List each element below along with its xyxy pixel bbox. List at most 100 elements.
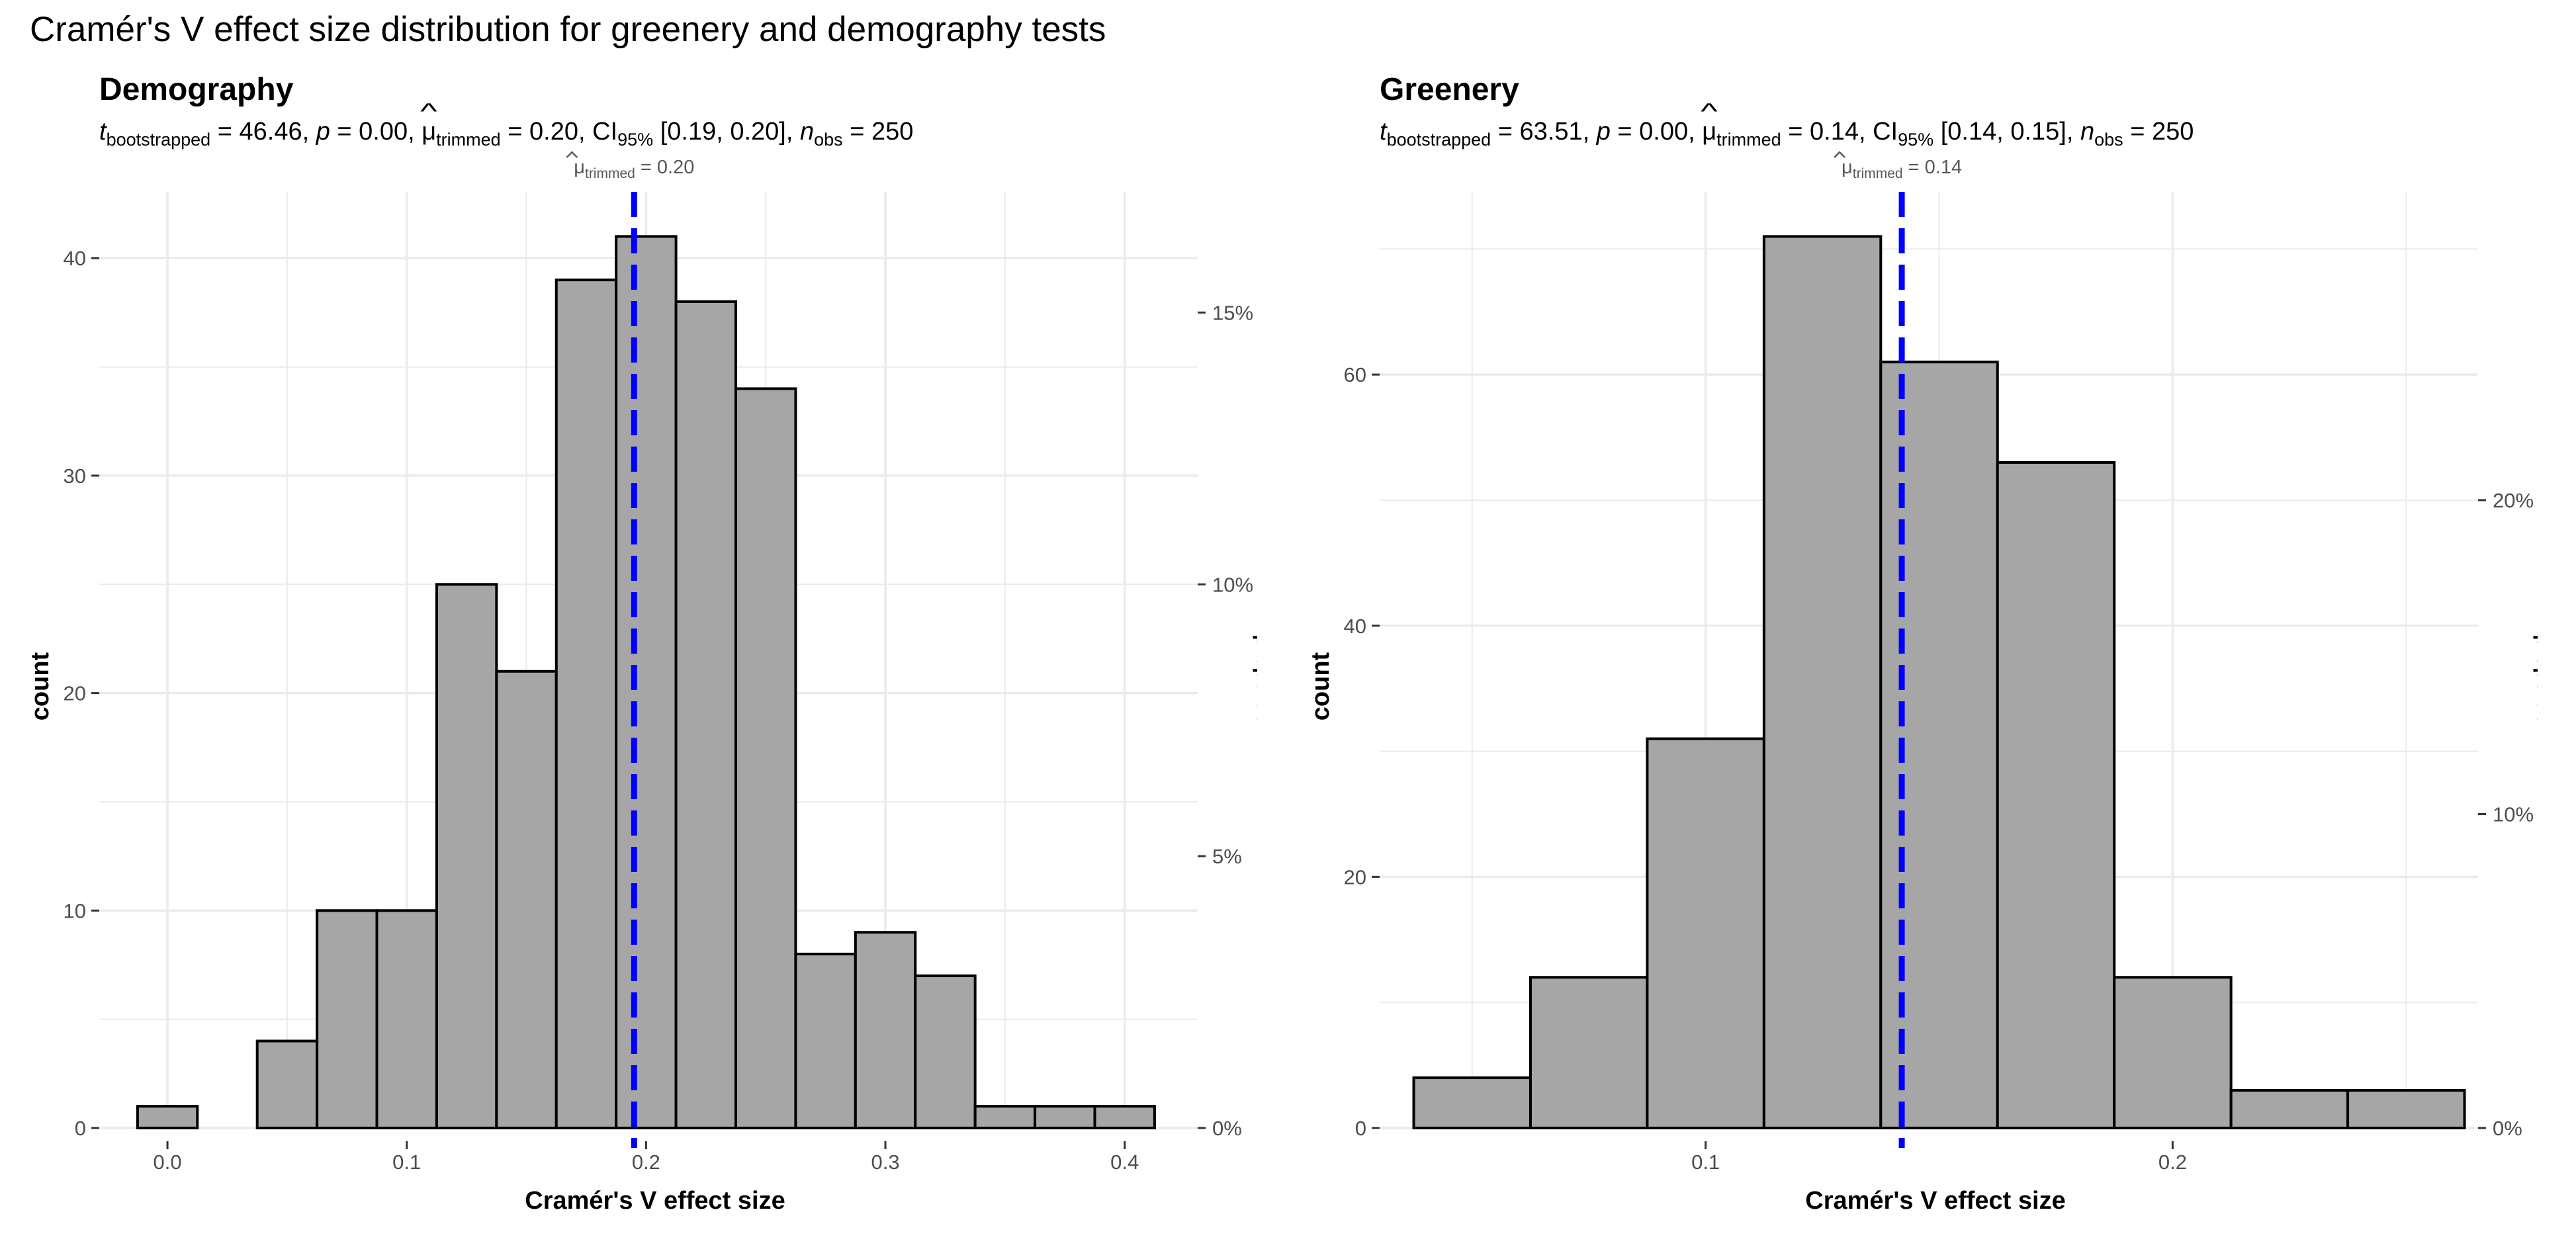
p-value: 0.00 <box>1639 118 1689 146</box>
histogram-bar <box>1879 361 1999 1130</box>
histogram-bar <box>136 1105 199 1129</box>
histogram-bar <box>1412 1076 1532 1129</box>
mu-value: 0.20 <box>529 118 578 146</box>
y-axis-title: count <box>1307 652 1335 720</box>
y-tick-label: 10 <box>64 899 86 922</box>
histogram-bar <box>1529 976 1649 1129</box>
histogram-bar <box>674 300 738 1130</box>
mu-subscript: trimmed <box>1716 130 1781 150</box>
histogram-bar <box>1996 461 2116 1129</box>
y-tick-label: 30 <box>64 464 86 488</box>
y-tick-label: 60 <box>1344 363 1366 386</box>
y-tick-label: 0 <box>75 1117 86 1140</box>
histogram-bar <box>734 387 797 1129</box>
y-tick-label: 20 <box>64 682 86 705</box>
n-subscript: obs <box>2094 130 2123 150</box>
histogram-bar <box>973 1105 1037 1129</box>
greenery-histogram: μtrimmed = 0.14 0.1 0.2 0 20 40 60 0% 10% 20% Cram… <box>1307 151 2538 1215</box>
histogram-bar <box>495 670 558 1129</box>
y-tick-label: 0 <box>1355 1117 1366 1140</box>
histogram-bar <box>316 909 378 1129</box>
t-subscript: bootstrapped <box>106 130 211 150</box>
y2-axis-ticks: 0% 10% 20% <box>2478 489 2534 1140</box>
histogram-bars <box>1412 235 2466 1130</box>
x-tick-label: 0.4 <box>1110 1150 1139 1174</box>
y2-tick-label: 0% <box>2493 1117 2522 1140</box>
y-axis-ticks: 0 20 40 60 <box>1344 363 1380 1140</box>
y2-axis-title: proportion <box>2533 634 2538 738</box>
mu-value: 0.14 <box>1810 118 1859 146</box>
histogram-bar <box>1762 235 1883 1129</box>
n-value: 250 <box>2151 118 2194 146</box>
p-label: p <box>1596 118 1611 146</box>
greenery-panel: Greenery tbootstrapped = 63.51, p = 0.00… <box>1280 60 2538 1259</box>
ci-subscript: 95% <box>1898 130 1934 150</box>
histogram-bar <box>854 931 917 1129</box>
x-tick-label: 0.2 <box>2158 1150 2187 1174</box>
histogram-bar <box>2346 1089 2466 1129</box>
mu-symbol: μ <box>1702 118 1716 146</box>
histogram-bar <box>2113 976 2233 1129</box>
t-value: 63.51 <box>1519 118 1583 146</box>
y2-tick-label: 10% <box>2493 803 2534 826</box>
y2-tick-label: 5% <box>1212 845 1242 868</box>
y-axis-ticks: 0 10 20 30 40 <box>64 247 99 1140</box>
y2-axis-title: proportion <box>1253 634 1257 738</box>
histogram-bar <box>615 235 678 1129</box>
histogram-bars <box>136 235 1156 1130</box>
t-subscript: bootstrapped <box>1386 130 1491 150</box>
histogram-bar <box>375 909 438 1129</box>
y2-tick-label: 10% <box>1212 573 1253 596</box>
n-label: n <box>2080 118 2095 146</box>
mu-subscript: trimmed <box>436 130 501 150</box>
y2-axis-ticks: 0% 5% 10% 15% <box>1198 301 1253 1140</box>
histogram-bar <box>914 974 977 1129</box>
t-label: t <box>99 118 107 146</box>
histogram-bar <box>794 953 857 1129</box>
histogram-bar <box>1093 1105 1156 1129</box>
demography-panel: Demography tbootstrapped = 46.46, p = 0.… <box>0 60 1257 1259</box>
x-axis-ticks: 0.0 0.1 0.2 0.3 0.4 <box>154 1141 1139 1174</box>
ci-value: [0.14, 0.15] <box>1940 118 2066 146</box>
y2-tick-label: 20% <box>2493 489 2534 512</box>
x-tick-label: 0.1 <box>1691 1150 1720 1174</box>
y2-tick-label: 0% <box>1212 1117 1242 1140</box>
y-tick-label: 40 <box>1344 615 1366 638</box>
histogram-bar <box>1034 1105 1096 1129</box>
hat-mark <box>566 151 578 158</box>
x-tick-label: 0.1 <box>392 1150 421 1174</box>
x-tick-label: 0.0 <box>154 1150 182 1174</box>
n-subscript: obs <box>814 130 843 150</box>
panel-title: Greenery <box>1380 72 1519 107</box>
y-tick-label: 40 <box>64 247 86 270</box>
ci-value: [0.19, 0.20] <box>660 118 786 146</box>
x-axis-title: Cramér's V effect size <box>1805 1187 2065 1215</box>
histogram-bar <box>1646 737 1765 1129</box>
n-value: 250 <box>871 118 914 146</box>
mean-annotation: μtrimmed = 0.14 <box>1842 157 1962 181</box>
x-axis-title: Cramér's V effect size <box>525 1187 785 1215</box>
y2-tick-label: 15% <box>1212 301 1253 324</box>
y-axis-title: count <box>26 652 54 720</box>
n-label: n <box>799 118 815 146</box>
ci-label: CI <box>592 118 618 146</box>
x-axis-ticks: 0.1 0.2 <box>1691 1141 2187 1174</box>
x-tick-label: 0.2 <box>632 1150 660 1174</box>
ci-label: CI <box>1873 118 1898 146</box>
x-tick-label: 0.3 <box>871 1150 899 1174</box>
y-tick-label: 20 <box>1344 865 1366 889</box>
t-label: t <box>1380 118 1387 146</box>
p-value: 0.00 <box>359 118 408 146</box>
hat-mark <box>1834 151 1845 158</box>
histogram-bar <box>255 1039 319 1130</box>
histogram-bar <box>2229 1089 2350 1129</box>
histogram-bar <box>555 279 618 1130</box>
histogram-bar <box>435 583 498 1129</box>
mean-annotation: μtrimmed = 0.20 <box>574 157 694 181</box>
ci-subscript: 95% <box>617 130 654 150</box>
panel-subtitle: tbootstrapped = 63.51, p = 0.00, μtrimme… <box>1380 118 2194 150</box>
mu-symbol: μ <box>422 118 436 146</box>
p-label: p <box>316 118 330 146</box>
panel-title: Demography <box>99 72 294 107</box>
chart-main-title: Cramér's V effect size distribution for … <box>30 10 1106 49</box>
